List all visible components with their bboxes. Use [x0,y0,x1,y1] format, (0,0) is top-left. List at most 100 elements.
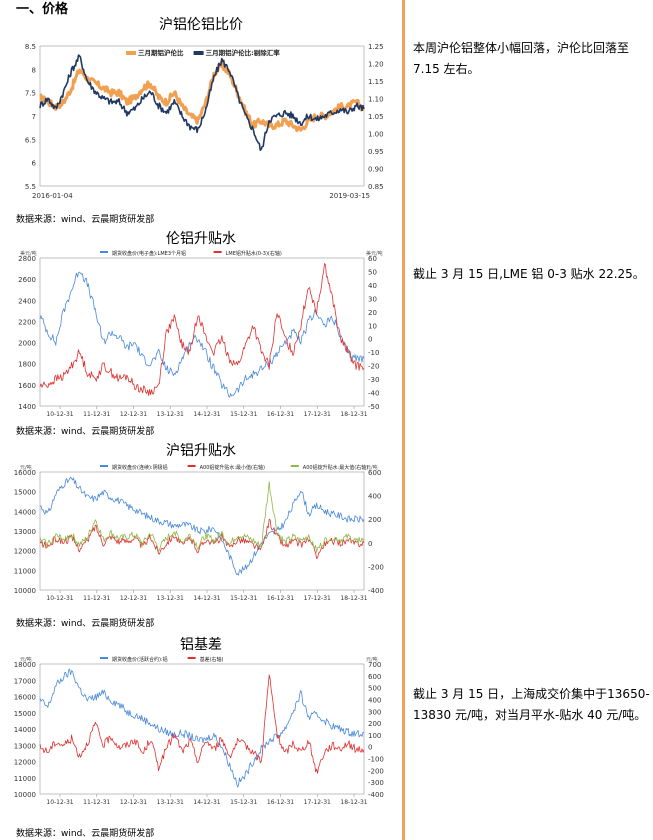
plot-frame [39,471,365,591]
series-line-0 [39,668,365,788]
x-tick-label: 18-12-31 [340,595,367,602]
series-line-0 [39,271,365,398]
plot-frame [39,257,365,407]
legend-label: 期货收盘价(活跃合约):铝 [112,656,168,663]
series-line-1 [39,263,365,396]
legend-swatch [290,465,299,467]
x-tick-label: 11-12-31 [83,411,110,418]
source-basis: 数据来源：wind、云晨期货研发部 [16,829,155,839]
chart-title-ratio: 沪铝伦铝比价 [159,17,243,33]
y-right-tick-label: 300 [368,708,381,716]
y-left-tick-label: 13000 [14,742,36,750]
chart-svg-lme: 2800 2600 2400 2200 2000 1800 1600 1400 60 50 40 30… [18,250,383,418]
legend-swatch [187,465,196,467]
right-unit-label: 美元/吨 [366,250,383,257]
y-left-tick-label: 11000 [14,567,36,575]
x-tick-label: 10-12-31 [46,411,73,418]
y-right-tick-label: 10 [368,322,377,330]
plot-frame [39,45,365,187]
y-right-tick-label: -200 [368,563,384,571]
legend-swatch [100,251,108,253]
y-left-tick-label: 11000 [14,775,36,783]
y-right-tick-label: -10 [368,349,379,357]
right-column: 本周沪伦铝整体小幅回落，沪伦比回落至7.15 左右。 截止 3 月 15 日,L… [405,0,653,840]
x-tick-label: 12-12-31 [120,595,147,602]
x-tick-label: 15-12-31 [230,799,257,806]
y-right-tick-label: 600 [368,469,381,477]
legend-label: A00铝锭升贴水:最小值(右轴) [200,464,265,471]
series-line-0 [39,476,365,576]
x-tick-label: 11-12-31 [83,799,110,806]
y-right-tick-label: 0.85 [368,183,384,191]
y-left-tick-label: 17000 [14,677,36,685]
y-right-tick-label: -30 [368,376,379,384]
x-tick-label: 11-12-31 [83,595,110,602]
y-right-tick-label: 0 [368,336,372,344]
legend-label: 三月期铝沪伦比 [138,48,184,57]
column-divider [402,0,405,840]
x-end-label: 2019-03-15 [329,192,370,200]
y-left-tick-label: 12000 [14,759,36,767]
y-left-tick-label: 13000 [14,528,36,536]
y-left-tick-label: 5.5 [25,183,36,191]
x-tick-label: 16-12-31 [267,411,294,418]
y-right-tick-label: 0.90 [368,166,384,174]
y-right-tick-label: 700 [368,661,381,669]
y-right-tick-label: 0 [368,540,372,548]
source-shfe: 数据来源：wind、云晨期货研发部 [16,619,155,629]
section-heading: 一、价格 [16,2,69,17]
x-tick-label: 18-12-31 [340,411,367,418]
y-right-tick-label: -200 [368,767,384,775]
y-right-tick-label: 400 [368,696,381,704]
right-unit-label: 元/吨 [366,656,378,663]
y-right-tick-label: 600 [368,673,381,681]
chart-shfe: 16000 15000 14000 13000 12000 11000 10000 600 40… [14,460,400,616]
y-left-tick-label: 2600 [18,276,36,284]
legend-swatch [100,465,108,467]
y-right-tick-label: 1.10 [368,96,384,104]
x-tick-label: 13-12-31 [157,799,184,806]
x-tick-label: 14-12-31 [193,799,220,806]
y-right-tick-label: 400 [368,493,381,501]
y-left-tick-label: 6 [32,160,37,168]
note-basis: 截止 3 月 15 日，上海成交价集中于13650-13830 元/吨，对当月平… [413,687,650,722]
y-left-tick-label: 7.5 [25,90,36,98]
x-tick-label: 14-12-31 [193,595,220,602]
y-left-tick-label: 15000 [14,489,36,497]
x-tick-label: 16-12-31 [267,595,294,602]
series-line-1 [39,518,365,559]
y-right-tick-label: -100 [368,756,384,764]
x-tick-label: 10-12-31 [46,595,73,602]
right-unit-label: 元/吨 [366,464,378,471]
y-right-tick-label: 30 [368,295,377,303]
series-line-2 [39,481,365,553]
x-tick-label: 12-12-31 [120,411,147,418]
y-left-tick-label: 1600 [18,382,36,390]
x-tick-label: 12-12-31 [120,799,147,806]
y-right-tick-label: -40 [368,390,379,398]
y-right-tick-label: 500 [368,685,381,693]
y-right-tick-label: 1.15 [368,78,384,86]
y-left-tick-label: 14000 [14,508,36,516]
x-tick-label: 17-12-31 [304,595,331,602]
y-left-tick-label: 10000 [14,791,36,799]
y-right-tick-label: -400 [368,587,384,595]
y-left-tick-label: 10000 [14,587,36,595]
y-left-tick-label: 2800 [18,255,36,263]
chart-title-basis: 铝基差 [180,637,222,653]
y-left-tick-label: 1400 [18,403,36,411]
y-right-tick-label: -400 [368,791,384,799]
y-right-tick-label: 1.25 [368,43,384,51]
legend-swatch [126,51,136,55]
x-start-label: 2016-01-04 [32,192,73,200]
y-left-tick-label: 1800 [18,361,36,369]
x-tick-label: 17-12-31 [304,799,331,806]
left-unit-label: 元/吨 [20,464,32,471]
left-unit-label: 元/吨 [20,656,32,663]
y-left-tick-label: 14000 [14,726,36,734]
y-left-tick-label: 18000 [14,661,36,669]
y-left-tick-label: 8 [32,66,36,74]
y-right-tick-label: 20 [368,309,377,317]
plot-frame [39,663,365,795]
legend-swatch [213,251,222,253]
